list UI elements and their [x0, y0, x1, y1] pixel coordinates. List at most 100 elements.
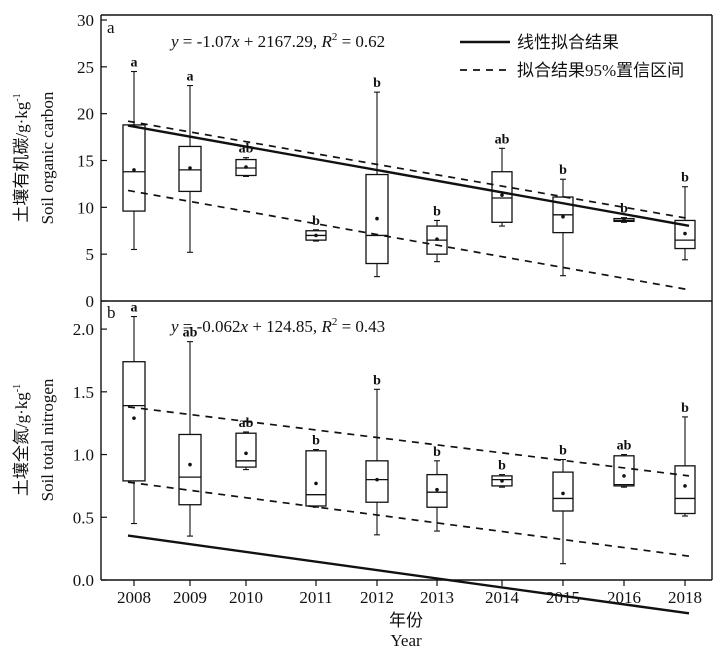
iqr-box	[365, 173, 389, 265]
mean-dot	[314, 233, 318, 238]
panel-b-ylabel-en: Soil total nitrogen	[38, 378, 57, 501]
eq-a-part1: = -1.07	[179, 32, 233, 51]
panel-b-ci-lower	[127, 481, 690, 558]
significance-letter: ab	[183, 326, 198, 341]
significance-letter: b	[559, 163, 567, 178]
x-tick-label-2015: 2015	[546, 588, 580, 607]
panel-a-ylabel-en: Soil organic carbon	[38, 91, 57, 224]
significance-letter: b	[433, 204, 441, 219]
panel-b-ylabel-cn-text: 土壤全氮/g·kg	[11, 392, 31, 496]
x-tick-label-2016: 2016	[607, 588, 641, 607]
panel-b-box-2018: b	[674, 401, 696, 517]
mean-dot	[132, 168, 136, 172]
significance-letter: b	[498, 459, 506, 474]
legend-ci-label: 拟合结果95%置信区间	[517, 61, 684, 80]
mean-dot	[435, 487, 439, 492]
panel-a-box-2013: b	[426, 204, 448, 263]
significance-letter: a	[131, 56, 138, 71]
panel-a-box-2009: a	[178, 70, 202, 253]
eq-a-x: x	[231, 32, 240, 51]
panel-a-box-2014: ab	[491, 132, 513, 227]
x-axis-label-en: Year	[390, 631, 422, 650]
mean-dot	[561, 491, 565, 496]
significance-letter: b	[681, 171, 689, 186]
panel-b-box-2013: b	[426, 445, 448, 532]
x-tick-label-2012: 2012	[360, 588, 394, 607]
panel-a-ytick-label: 5	[86, 245, 95, 264]
panel-b-ytick-label: 0.0	[73, 571, 94, 590]
significance-letter: ab	[239, 142, 254, 157]
panel-a-box-2011: b	[305, 214, 327, 242]
eq-a-r: R	[320, 32, 332, 51]
panel-a-box-2018: b	[674, 171, 696, 261]
panel-a-ytick-label: 0	[86, 292, 95, 311]
panel-a-ytick-label: 30	[77, 11, 94, 30]
panel-a-ytick-label: 15	[77, 152, 94, 171]
significance-letter: b	[312, 434, 320, 449]
mean-dot	[375, 216, 379, 221]
x-tick-label-2014: 2014	[485, 588, 520, 607]
significance-letter: b	[620, 202, 628, 217]
x-tick-label-2013: 2013	[420, 588, 454, 607]
significance-letter: a	[131, 301, 138, 316]
mean-dot	[435, 237, 439, 241]
panel-b-box-2008: a	[122, 301, 146, 525]
significance-letter: b	[373, 373, 381, 388]
mean-dot	[500, 479, 504, 483]
panel-b-ylabel-exp: -1	[12, 384, 23, 392]
panel-b-box-2016: ab	[613, 439, 635, 488]
panel-a-soil-organic-carbon: 0 5 10 15 20 25 30 a a ab b b b ab b b b a y = -1.07x +…	[11, 11, 713, 311]
panel-a-equation: y = -1.07x + 2167.29, R2 = 0.62	[169, 31, 385, 51]
significance-letter: ab	[617, 439, 632, 454]
significance-letter: a	[187, 70, 194, 85]
significance-letter: ab	[239, 416, 254, 431]
eq-a-part3: = 0.62	[337, 32, 385, 51]
iqr-box	[674, 465, 696, 515]
panel-b-box-2011: b	[305, 434, 327, 508]
panel-a-ytick-label: 10	[77, 198, 94, 217]
panel-b-label: b	[107, 303, 116, 322]
eq-a-part2: + 2167.29,	[240, 32, 322, 51]
panel-b-soil-total-nitrogen: 0.0 0.5 1.0 1.5 2.0 a ab ab b b b b b ab b b y = -0.0…	[11, 301, 713, 615]
mean-dot	[188, 166, 192, 170]
significance-letter: ab	[495, 132, 510, 147]
panel-a-ci-lower	[127, 189, 690, 291]
significance-letter: b	[433, 445, 441, 460]
significance-letter: b	[681, 401, 689, 416]
panel-b-box-2010: ab	[235, 416, 257, 471]
panel-a-box-2016: b	[613, 202, 635, 223]
mean-dot	[683, 484, 687, 488]
panel-a-box-2012: b	[365, 76, 389, 278]
eq-a-sup: 2	[332, 31, 338, 43]
legend-fit-label: 线性拟合结果	[517, 33, 619, 52]
panel-b-fit-line	[127, 534, 690, 615]
mean-dot	[244, 165, 248, 169]
mean-dot	[188, 462, 192, 467]
panel-a-label: a	[107, 18, 115, 37]
mean-dot	[622, 218, 626, 223]
iqr-box	[122, 361, 146, 482]
panel-b-box-2015: b	[552, 444, 574, 565]
eq-a-y: y	[169, 32, 179, 51]
iqr-box	[613, 455, 635, 487]
panel-a-ytick-label: 20	[77, 105, 94, 124]
mean-dot	[500, 193, 504, 197]
panel-a-ylabel-cn: 土壤有机碳/g·kg-1	[11, 93, 31, 222]
significance-letter: b	[559, 444, 567, 459]
panel-a-ylabel-exp: -1	[12, 93, 23, 101]
eq-b-x: x	[240, 317, 249, 336]
panel-a-box-2015: b	[552, 163, 574, 277]
panel-a-box-2010: ab	[235, 142, 257, 177]
iqr-box	[122, 124, 146, 212]
panel-b-ytick-label: 1.0	[73, 446, 94, 465]
panel-b-box-2012: b	[365, 373, 389, 536]
x-axis-label-cn: 年份	[389, 611, 423, 630]
x-axis: 2008 2009 2010 2011 2012 2013 2014 2015 2016 2018	[117, 580, 702, 607]
panel-b-ci-upper	[127, 406, 690, 477]
panel-b-equation: y = -0.062x + 124.85, R2 = 0.43	[169, 316, 385, 336]
panel-a-fit-line	[127, 124, 690, 227]
mean-dot	[375, 477, 379, 482]
panel-b-ytick-label: 0.5	[73, 508, 94, 527]
iqr-box	[365, 460, 389, 503]
significance-letter: b	[312, 214, 320, 229]
